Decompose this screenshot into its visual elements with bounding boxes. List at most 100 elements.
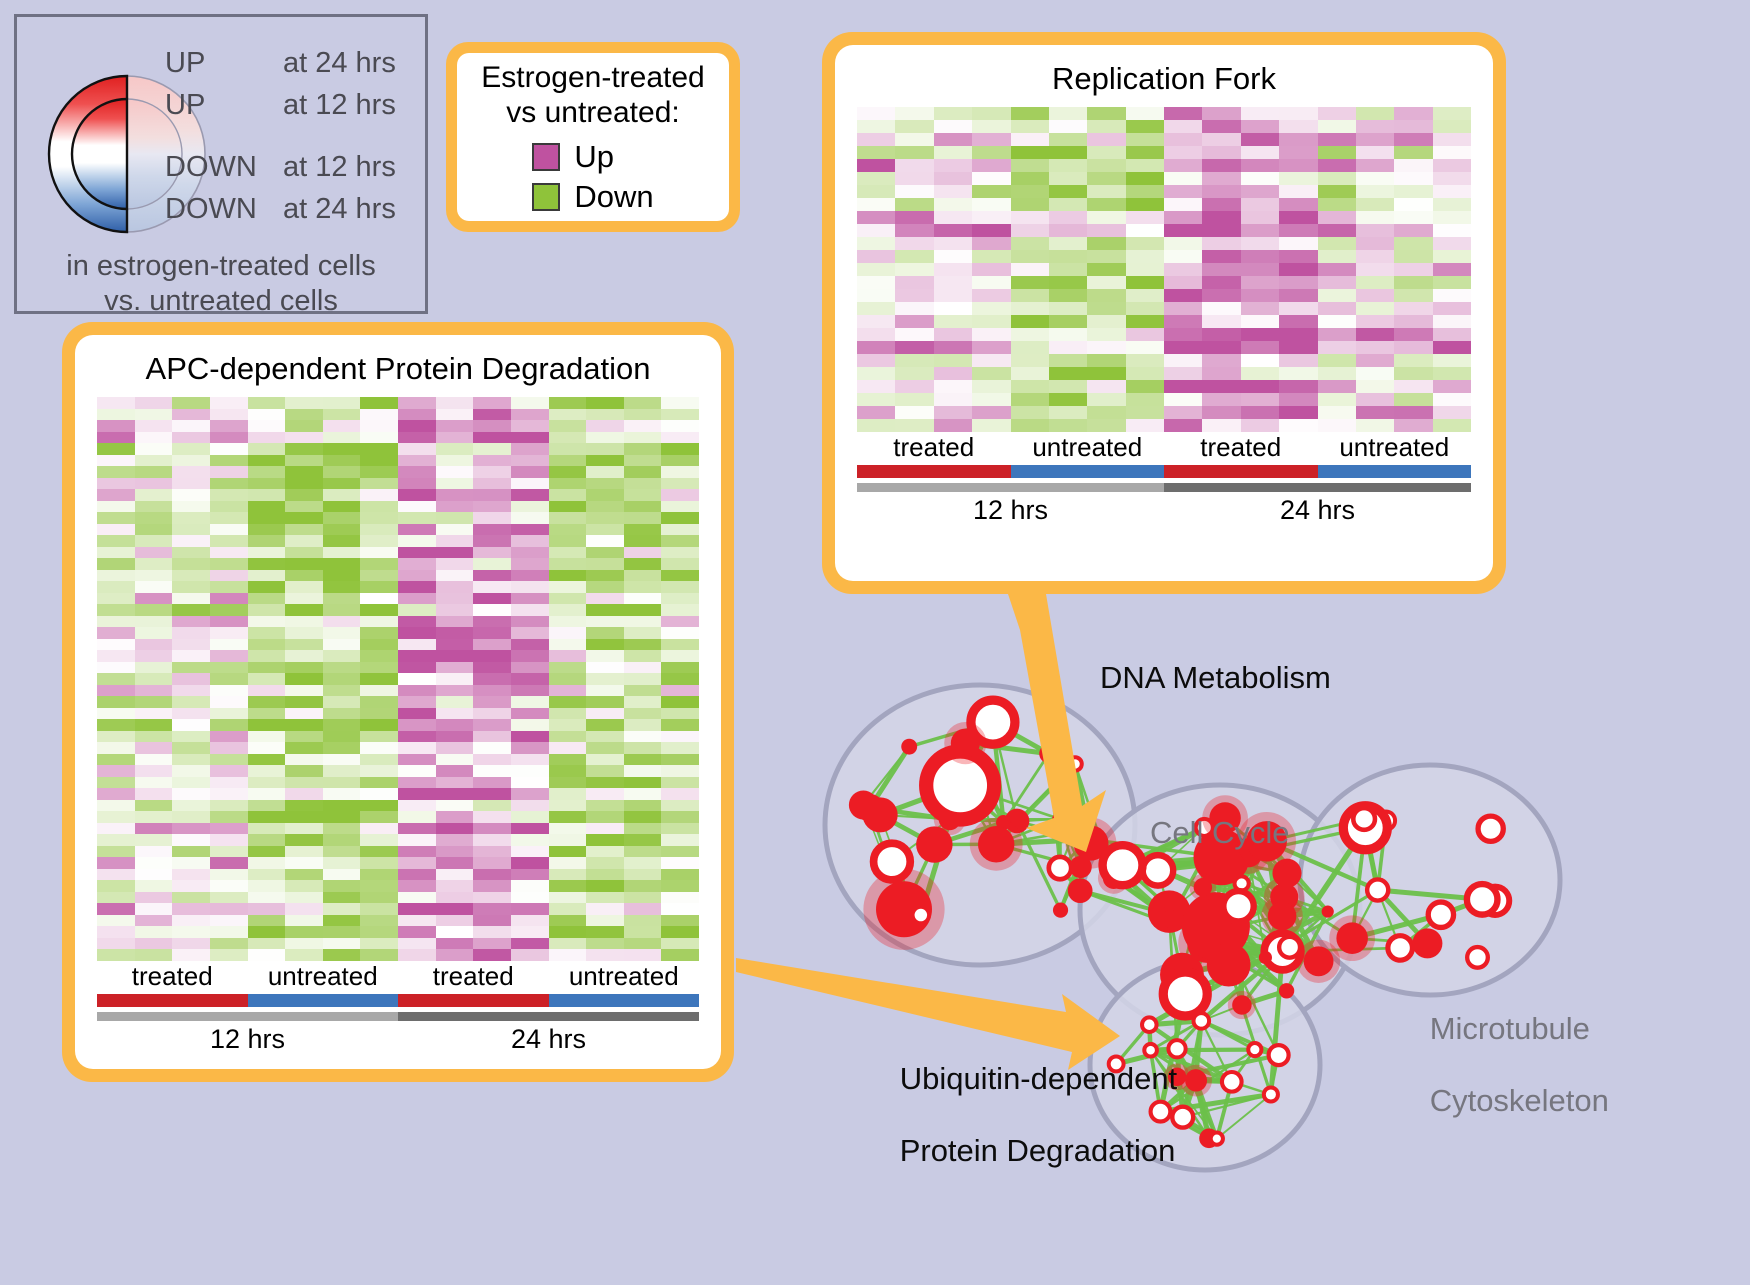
network-node[interactable]: [1163, 972, 1207, 1016]
heatmap-cell: [1356, 237, 1394, 250]
network-node[interactable]: [901, 739, 917, 755]
heatmap-cell: [586, 593, 624, 605]
heatmap-cell: [857, 133, 895, 146]
network-node[interactable]: [1428, 902, 1453, 927]
heatmap-cell: [972, 406, 1010, 419]
network-node[interactable]: [978, 826, 1014, 862]
network-node[interactable]: [1353, 808, 1375, 830]
network-node[interactable]: [1053, 903, 1068, 918]
network-node[interactable]: [874, 843, 911, 880]
heatmap-cell: [972, 302, 1010, 315]
heatmap-cell: [436, 547, 474, 559]
network-node[interactable]: [1279, 983, 1294, 998]
heatmap-cell: [972, 211, 1010, 224]
heatmap-cell: [1126, 198, 1164, 211]
heatmap-cell: [97, 397, 135, 409]
heatmap-cell: [1318, 341, 1356, 354]
heatmap-cell: [1356, 263, 1394, 276]
network-node[interactable]: [951, 729, 980, 758]
heatmap-cell: [172, 869, 210, 881]
network-node[interactable]: [1467, 884, 1498, 915]
network-node[interactable]: [1194, 878, 1212, 896]
heatmap-cell: [1049, 354, 1087, 367]
network-node[interactable]: [1068, 825, 1081, 838]
network-node[interactable]: [1194, 1013, 1210, 1029]
heatmap-cell: [473, 570, 511, 582]
heatmap-cell: [1356, 328, 1394, 341]
network-node[interactable]: [856, 794, 884, 822]
group-bar-untreated: [1011, 465, 1165, 478]
heatmap-cell: [586, 627, 624, 639]
network-node[interactable]: [1052, 811, 1067, 826]
heatmap-cell: [624, 627, 662, 639]
network-node[interactable]: [1467, 947, 1488, 968]
network-node[interactable]: [1068, 878, 1093, 903]
network-node[interactable]: [1478, 816, 1503, 841]
network-node[interactable]: [1322, 905, 1334, 917]
heatmap-cell: [135, 662, 173, 674]
heatmap-cell: [1011, 354, 1049, 367]
network-node[interactable]: [1248, 1043, 1261, 1056]
network-node[interactable]: [1259, 951, 1272, 964]
heatmap-cell: [1126, 341, 1164, 354]
heatmap-cell: [511, 432, 549, 444]
time-label-12hrs: 12 hrs: [857, 495, 1164, 526]
network-node[interactable]: [1232, 995, 1251, 1014]
network-node[interactable]: [1223, 891, 1253, 921]
network-node[interactable]: [1207, 943, 1251, 987]
network-node[interactable]: [1268, 902, 1297, 931]
heatmap-cell: [586, 524, 624, 536]
heatmap-cell: [1011, 120, 1049, 133]
network-node[interactable]: [916, 826, 952, 862]
network-node[interactable]: [1039, 744, 1058, 763]
network-node[interactable]: [1279, 937, 1300, 958]
heatmap-cell: [360, 777, 398, 789]
group-label: untreated: [1011, 432, 1165, 463]
heatmap-cell: [135, 938, 173, 950]
network-node[interactable]: [1161, 910, 1179, 928]
heatmap-cell: [172, 639, 210, 651]
heatmap-cell: [360, 892, 398, 904]
heatmap-cell: [323, 777, 361, 789]
heatmap-cell: [473, 593, 511, 605]
heatmap-cell: [135, 765, 173, 777]
heatmap-cell: [934, 341, 972, 354]
heatmap-cell: [1164, 172, 1202, 185]
heatmap-cell: [1241, 328, 1279, 341]
heatmap-cell: [586, 639, 624, 651]
network-node[interactable]: [1304, 946, 1334, 976]
heatmap-cell: [398, 466, 436, 478]
heatmap-cell: [436, 639, 474, 651]
heatmap-cell: [398, 754, 436, 766]
network-node[interactable]: [1222, 1072, 1242, 1092]
network-node[interactable]: [1367, 879, 1388, 900]
network-node[interactable]: [1336, 922, 1368, 954]
network-node[interactable]: [1211, 1133, 1223, 1145]
heatmap-cell: [511, 811, 549, 823]
heatmap-cell: [549, 777, 587, 789]
network-node[interactable]: [1049, 857, 1071, 879]
heatmap-cell: [1433, 328, 1471, 341]
heatmap-cell: [135, 397, 173, 409]
heatmap-cell: [1433, 354, 1471, 367]
heatmap-cell: [248, 478, 286, 490]
network-node[interactable]: [1068, 757, 1081, 770]
network-node[interactable]: [1185, 1070, 1207, 1092]
heatmap-cell: [285, 949, 323, 961]
network-node[interactable]: [1264, 1087, 1278, 1101]
heatmap-cell: [624, 512, 662, 524]
heatmap-cell: [934, 159, 972, 172]
network-node[interactable]: [1143, 855, 1174, 886]
heatmap-cell: [285, 903, 323, 915]
heatmap-cell: [473, 524, 511, 536]
network-node[interactable]: [913, 907, 930, 924]
network-node[interactable]: [1388, 936, 1413, 961]
heatmap-cell: [135, 570, 173, 582]
heatmap-cell: [135, 846, 173, 858]
network-node[interactable]: [1269, 1045, 1289, 1065]
network-node[interactable]: [1412, 928, 1442, 958]
heatmap-cell: [323, 708, 361, 720]
heatmap-cell: [586, 938, 624, 950]
network-node[interactable]: [1103, 845, 1143, 885]
heatmap-cell: [135, 650, 173, 662]
